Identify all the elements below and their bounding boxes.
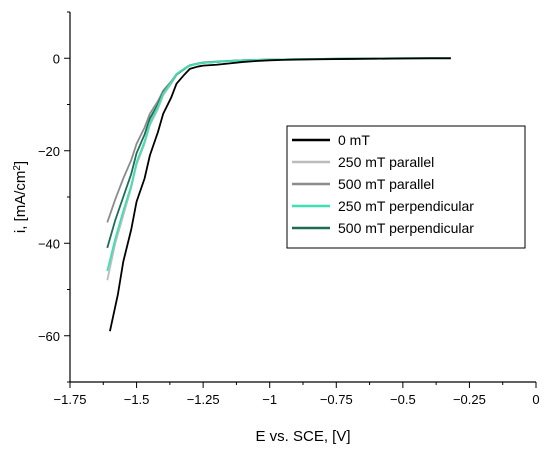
legend-items: 0 mT 250 mT parallel 500 mT parallel 250 mT… [292, 132, 474, 236]
legend-label: 500 mT perpendicular [338, 220, 474, 236]
legend: 0 mT 250 mT parallel 500 mT parallel 250 mT… [286, 125, 526, 249]
y-tick-label: 0 [53, 51, 60, 66]
y-tick-label: −20 [38, 144, 60, 159]
y-axis-label-end: ] [12, 161, 29, 165]
series-line-0 [109, 57, 451, 332]
x-ticks: −1.75 −1.5 −1.25 −1 −0.75 −0.5 −0.25 0 [54, 382, 540, 407]
y-tick-label: −40 [38, 236, 60, 251]
y-ticks: 0 −20 −40 −60 [38, 11, 70, 383]
legend-label: 250 mT parallel [338, 154, 434, 170]
x-tick-label: −1.25 [187, 392, 220, 407]
x-axis-label: E vs. SCE, [V] [255, 428, 350, 445]
y-tick-label: −60 [38, 329, 60, 344]
x-tick-label: −0.75 [320, 392, 353, 407]
x-tick-label: −1.75 [54, 392, 87, 407]
x-tick-label: −1.5 [124, 392, 150, 407]
x-tick-label: 0 [532, 392, 539, 407]
legend-label: 0 mT [338, 132, 370, 148]
y-axis-label-main: i, [mA/cm [12, 171, 29, 234]
x-tick-label: −1 [262, 392, 277, 407]
y-axis-label: i, [mA/cm2] [12, 161, 30, 233]
legend-label: 500 mT parallel [338, 176, 434, 192]
legend-label: 250 mT perpendicular [338, 198, 474, 214]
series-layer [106, 57, 451, 332]
x-tick-label: −0.5 [390, 392, 416, 407]
y-axis-label-superscript: 2 [12, 165, 23, 171]
x-tick-label: −0.25 [453, 392, 486, 407]
